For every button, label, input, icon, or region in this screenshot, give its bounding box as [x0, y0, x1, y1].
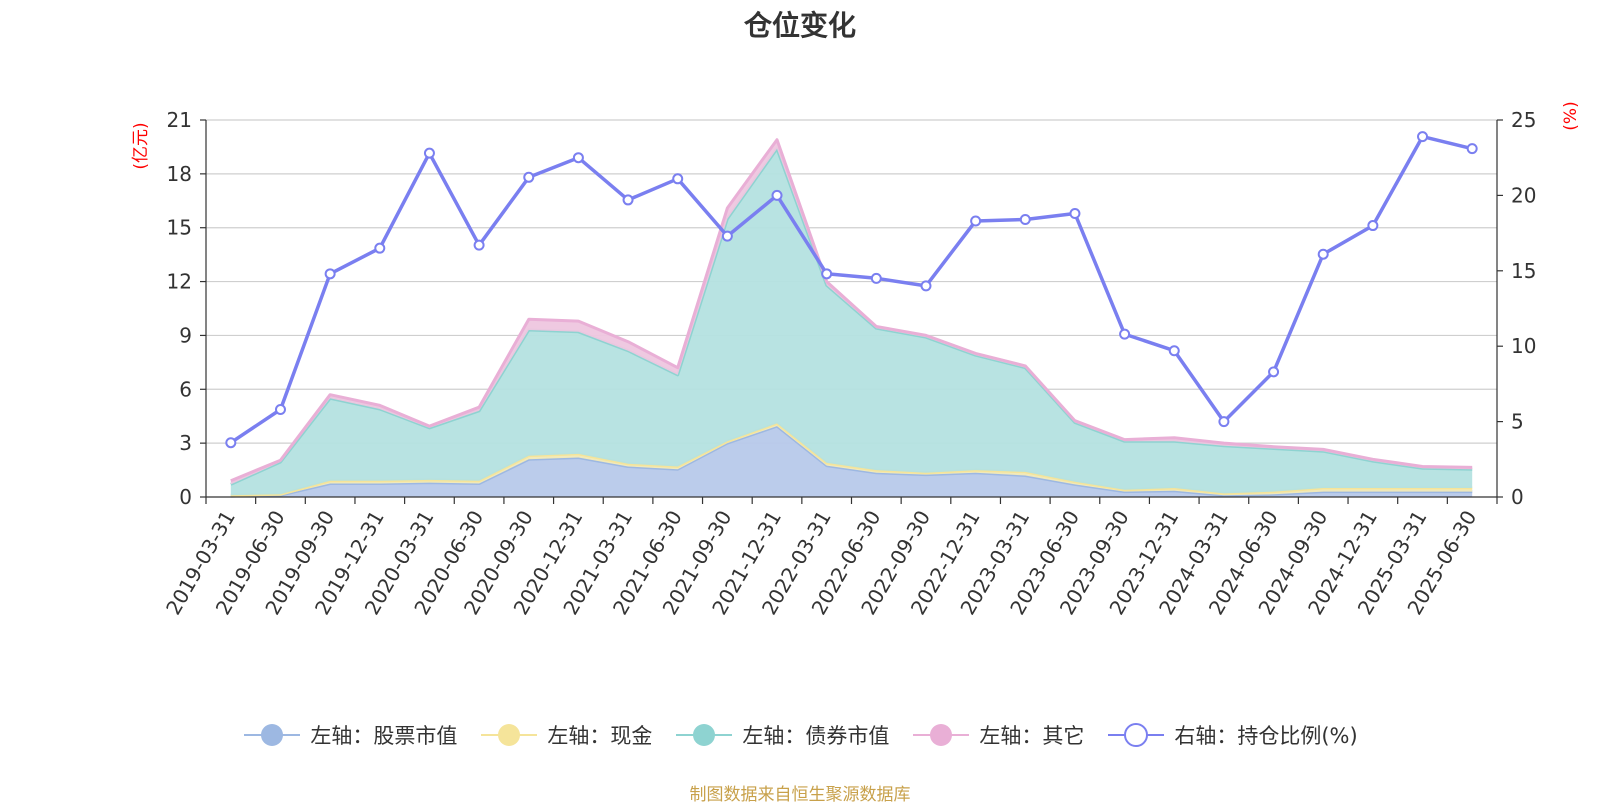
ratio-point — [374, 242, 386, 254]
area-series-2 — [230, 148, 1473, 496]
ratio-point — [970, 215, 982, 227]
area-series-0 — [230, 426, 1473, 497]
ratio-point — [1367, 220, 1379, 232]
left-axis-tick-label: 3 — [179, 431, 192, 455]
ratio-point — [1268, 366, 1280, 378]
ratio-point — [1466, 143, 1478, 155]
legend-label: 左轴：股票市值 — [310, 724, 458, 748]
left-axis-title: (亿元) — [131, 122, 151, 169]
ratio-point — [1417, 131, 1429, 143]
ratio-point — [821, 268, 833, 280]
ratio-point — [1317, 248, 1329, 260]
legend-item[interactable]: 左轴：债券市值 — [674, 720, 889, 750]
ratio-point — [572, 152, 584, 164]
legend-label: 右轴：持仓比例(%) — [1174, 724, 1358, 748]
ratio-point — [1119, 328, 1131, 340]
legend-marker-icon — [676, 724, 733, 746]
area-layer — [230, 138, 1473, 498]
left-axis-tick-label: 15 — [167, 216, 192, 240]
ratio-point — [423, 147, 435, 159]
left-axis-tick-label: 12 — [167, 270, 192, 294]
ratio-point — [1069, 207, 1081, 219]
left-axis-tick-label: 21 — [167, 108, 192, 132]
legend-label: 左轴：其它 — [979, 724, 1085, 748]
legend-label: 左轴：现金 — [547, 724, 653, 748]
ratio-point — [1218, 416, 1230, 428]
ratio-point — [1168, 345, 1180, 357]
ratio-point — [622, 194, 634, 206]
ratio-point — [870, 272, 882, 284]
line-layer — [225, 131, 1478, 449]
right-axis-tick-label: 10 — [1511, 334, 1536, 358]
legend-item[interactable]: 左轴：现金 — [479, 720, 652, 750]
right-axis-tick-label: 20 — [1511, 183, 1536, 207]
ratio-point — [225, 437, 237, 449]
ratio-point — [274, 404, 286, 416]
ratio-point — [771, 189, 783, 201]
legend-item[interactable]: 左轴：其它 — [911, 720, 1084, 750]
legend-marker-icon — [244, 724, 301, 746]
ratio-point — [1019, 214, 1031, 226]
legend-item[interactable]: 左轴：股票市值 — [242, 720, 457, 750]
legend-marker-icon — [1108, 723, 1165, 747]
ratio-point — [920, 280, 932, 292]
left-axis-tick-label: 18 — [167, 162, 192, 186]
legend-marker-icon — [913, 724, 970, 746]
ratio-point — [523, 171, 535, 183]
left-axis-tick-label: 6 — [179, 377, 192, 401]
right-axis-title: (%) — [1561, 101, 1581, 130]
ratio-line — [229, 134, 1473, 445]
legend-item[interactable]: 右轴：持仓比例(%) — [1106, 720, 1358, 750]
ratio-point — [721, 230, 733, 242]
ratio-point — [672, 173, 684, 185]
right-axis-tick-label: 25 — [1511, 108, 1536, 132]
legend-marker-icon — [481, 724, 538, 746]
legend-label: 左轴：债券市值 — [742, 724, 890, 748]
left-axis-tick-label: 9 — [179, 323, 192, 347]
ratio-point — [473, 239, 485, 251]
area-series-line-3 — [230, 138, 1473, 483]
chart-title: 仓位变化 — [743, 9, 856, 42]
legend: 左轴：股票市值 左轴：现金 左轴：债券市值 左轴：其它 右轴：持仓比例(%) — [0, 720, 1600, 750]
left-axis-tick-label: 0 — [179, 485, 192, 509]
right-axis-tick-label: 0 — [1511, 485, 1524, 509]
ratio-point — [324, 268, 336, 280]
footer-source: 制图数据来自恒生聚源数据库 — [689, 785, 911, 805]
right-axis-tick-label: 15 — [1511, 259, 1536, 283]
right-axis-tick-label: 5 — [1511, 410, 1524, 434]
